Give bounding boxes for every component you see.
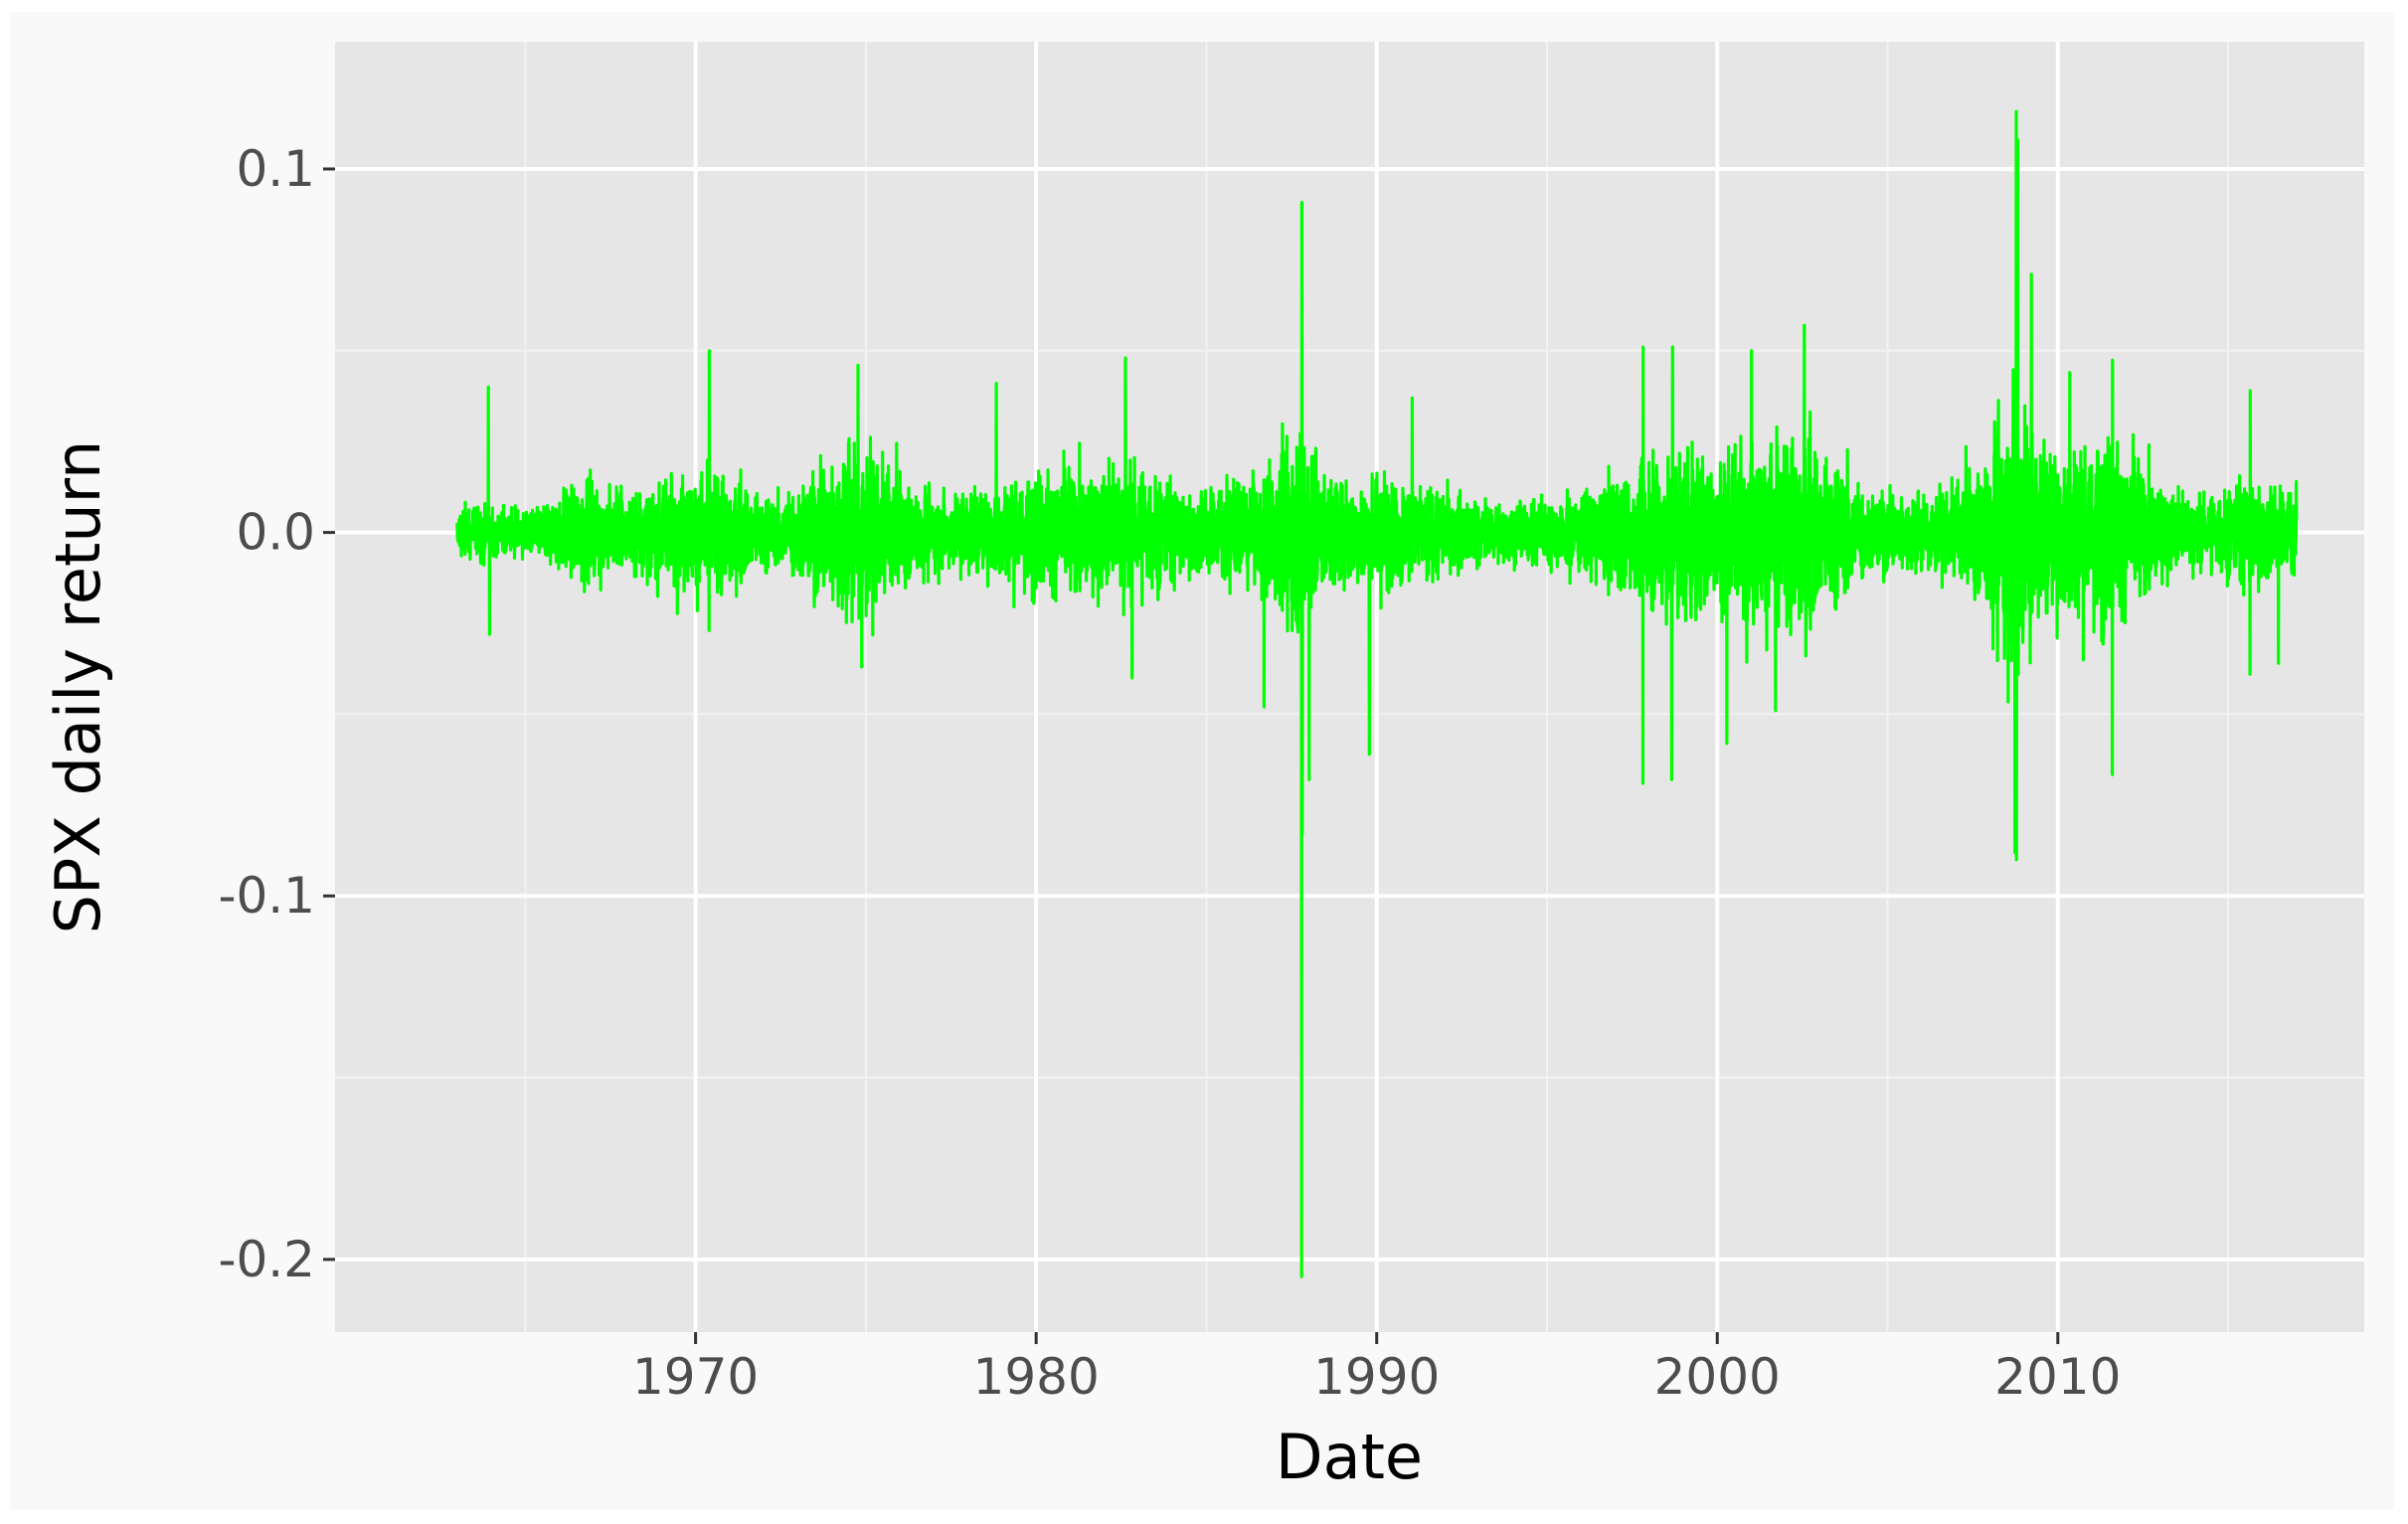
y-tick-label: 0.1 (236, 140, 315, 198)
x-tick-label: 1980 (973, 1348, 1100, 1406)
x-axis-title: Date (1276, 1421, 1423, 1493)
x-tick-label: 1990 (1313, 1348, 1440, 1406)
y-tick-label: -0.2 (218, 1231, 315, 1288)
y-axis-title: SPX daily return (42, 440, 114, 934)
x-axis-ticks: 1970 1980 1990 2000 2010 (632, 1332, 2121, 1406)
grid-lines (335, 42, 2364, 1332)
y-tick-label: 0.0 (236, 504, 315, 562)
series-layer (455, 109, 2299, 1278)
chart-figure: 0.1 0.0 -0.1 -0.2 1970 1980 1990 2000 2010 Date… (10, 12, 2394, 1510)
y-tick-label: -0.1 (218, 867, 315, 925)
plot-panel (335, 42, 2364, 1332)
chart-svg: 0.1 0.0 -0.1 -0.2 1970 1980 1990 2000 2010 Date… (42, 42, 2364, 1493)
x-tick-label: 2010 (1994, 1348, 2121, 1406)
x-tick-label: 2000 (1654, 1348, 1781, 1406)
series-line-spx-daily-return (455, 109, 2299, 1278)
y-axis-ticks: 0.1 0.0 -0.1 -0.2 (218, 140, 335, 1288)
x-tick-label: 1970 (632, 1348, 759, 1406)
